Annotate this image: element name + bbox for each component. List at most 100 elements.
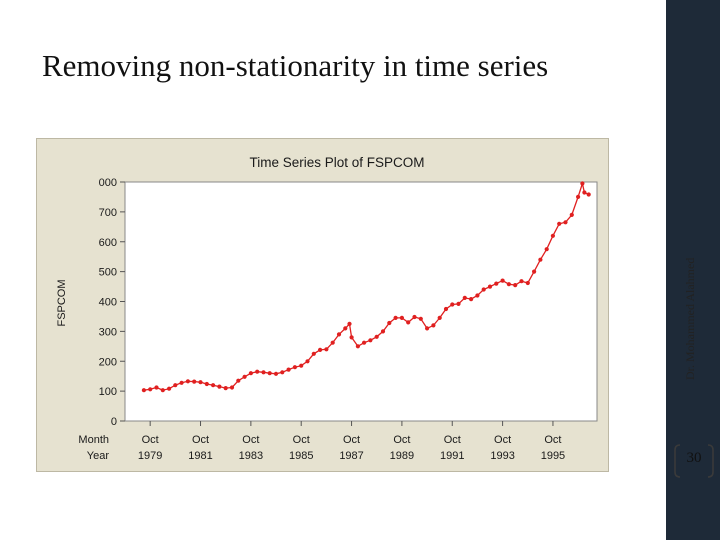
data-point — [487, 284, 493, 289]
data-point — [393, 315, 398, 320]
y-tick-label: 700 — [99, 207, 117, 219]
data-point — [204, 381, 209, 387]
x-tick-year: 1985 — [289, 450, 313, 462]
data-point — [179, 380, 184, 385]
data-point — [380, 329, 386, 334]
y-tick-label: 100 — [99, 386, 117, 398]
data-point — [198, 380, 203, 385]
data-point — [462, 295, 467, 300]
data-point — [185, 379, 190, 384]
data-point — [343, 326, 348, 331]
x-tick-year: 1993 — [490, 450, 514, 462]
data-point — [318, 347, 323, 352]
data-point — [217, 384, 222, 389]
data-point — [387, 320, 392, 326]
data-point — [576, 194, 581, 199]
data-point — [469, 297, 474, 302]
data-point — [347, 321, 352, 326]
x-axis-row-label-month: Month — [78, 434, 109, 446]
data-point — [154, 385, 159, 390]
data-point — [299, 363, 304, 368]
x-tick-month: Oct — [393, 434, 410, 446]
data-point — [418, 316, 423, 321]
data-point — [412, 314, 417, 320]
data-point — [280, 370, 285, 375]
data-point — [431, 323, 436, 328]
data-point — [336, 332, 342, 337]
data-point — [582, 190, 587, 195]
page-bracket-icon — [674, 444, 714, 478]
data-point — [368, 338, 373, 343]
data-point — [141, 388, 146, 393]
data-point — [148, 387, 153, 392]
y-axis-label: FSPCOM — [56, 279, 68, 326]
data-point — [192, 379, 197, 384]
data-point — [173, 383, 178, 388]
page-number: 30 — [686, 450, 702, 466]
x-tick-year: 1991 — [440, 450, 464, 462]
data-point — [374, 334, 379, 339]
page-number-box: 30 — [672, 442, 716, 480]
data-point — [324, 347, 329, 352]
data-point — [267, 371, 272, 376]
data-point — [399, 315, 404, 320]
data-point — [229, 385, 235, 390]
data-point — [261, 370, 266, 375]
y-tick-label: 000 — [99, 177, 117, 189]
data-point — [557, 221, 562, 226]
data-point — [580, 181, 585, 186]
data-point — [506, 282, 511, 287]
data-point — [437, 315, 442, 320]
data-point — [425, 326, 430, 331]
data-point — [255, 369, 260, 374]
time-series-chart: Time Series Plot of FSPCOM FSPCOM Month … — [56, 155, 598, 462]
data-point — [286, 367, 291, 372]
data-point — [544, 247, 549, 252]
series-fspcom — [141, 181, 591, 393]
slide-margin-strip — [614, 0, 666, 540]
data-point — [532, 269, 537, 274]
x-tick-month: Oct — [343, 434, 360, 446]
x-tick-month: Oct — [192, 434, 209, 446]
data-point — [550, 233, 556, 238]
x-tick-month: Oct — [494, 434, 511, 446]
data-point — [305, 359, 310, 364]
data-point — [475, 293, 480, 298]
data-point — [519, 279, 524, 284]
data-point — [242, 374, 247, 379]
data-point — [223, 386, 228, 391]
x-tick-year: 1995 — [541, 450, 565, 462]
x-tick-month: Oct — [293, 434, 310, 446]
data-point — [355, 344, 360, 349]
data-point — [586, 192, 591, 197]
x-tick-year: 1987 — [339, 450, 363, 462]
x-tick-month: Oct — [544, 434, 561, 446]
data-point — [330, 340, 335, 345]
plot-area — [124, 181, 598, 422]
y-tick-label: 300 — [99, 326, 117, 338]
x-tick-year: 1979 — [138, 450, 162, 462]
data-point — [273, 371, 279, 376]
y-tick-label: 0 — [111, 416, 117, 428]
data-point — [494, 281, 499, 286]
chart-title: Time Series Plot of FSPCOM — [249, 155, 424, 170]
data-point — [167, 386, 172, 391]
data-point — [456, 301, 461, 306]
y-tick-label: 600 — [99, 237, 117, 249]
chart-frame: Time Series Plot of FSPCOM FSPCOM Month … — [36, 138, 609, 472]
y-tick-label: 400 — [99, 297, 117, 309]
y-tick-label: 500 — [99, 267, 117, 279]
author-label: Dr. Mohammed Alahmed — [683, 257, 697, 380]
data-point — [569, 212, 574, 217]
data-point — [349, 335, 354, 340]
data-point — [538, 257, 543, 262]
x-axis: Oct 1979 Oct 1981 Oct 1983 Oct 1985 Oct 1987 Oct 19… — [138, 421, 565, 462]
y-axis: 0 100 200 300 400 500 600 700 000 — [99, 177, 125, 428]
data-point — [248, 371, 253, 376]
data-point — [211, 383, 216, 388]
slide-title: Removing non-stationarity in time series — [42, 48, 549, 83]
data-point — [513, 283, 518, 288]
data-point — [481, 287, 486, 292]
data-point — [311, 351, 316, 356]
x-tick-year: 1989 — [390, 450, 414, 462]
